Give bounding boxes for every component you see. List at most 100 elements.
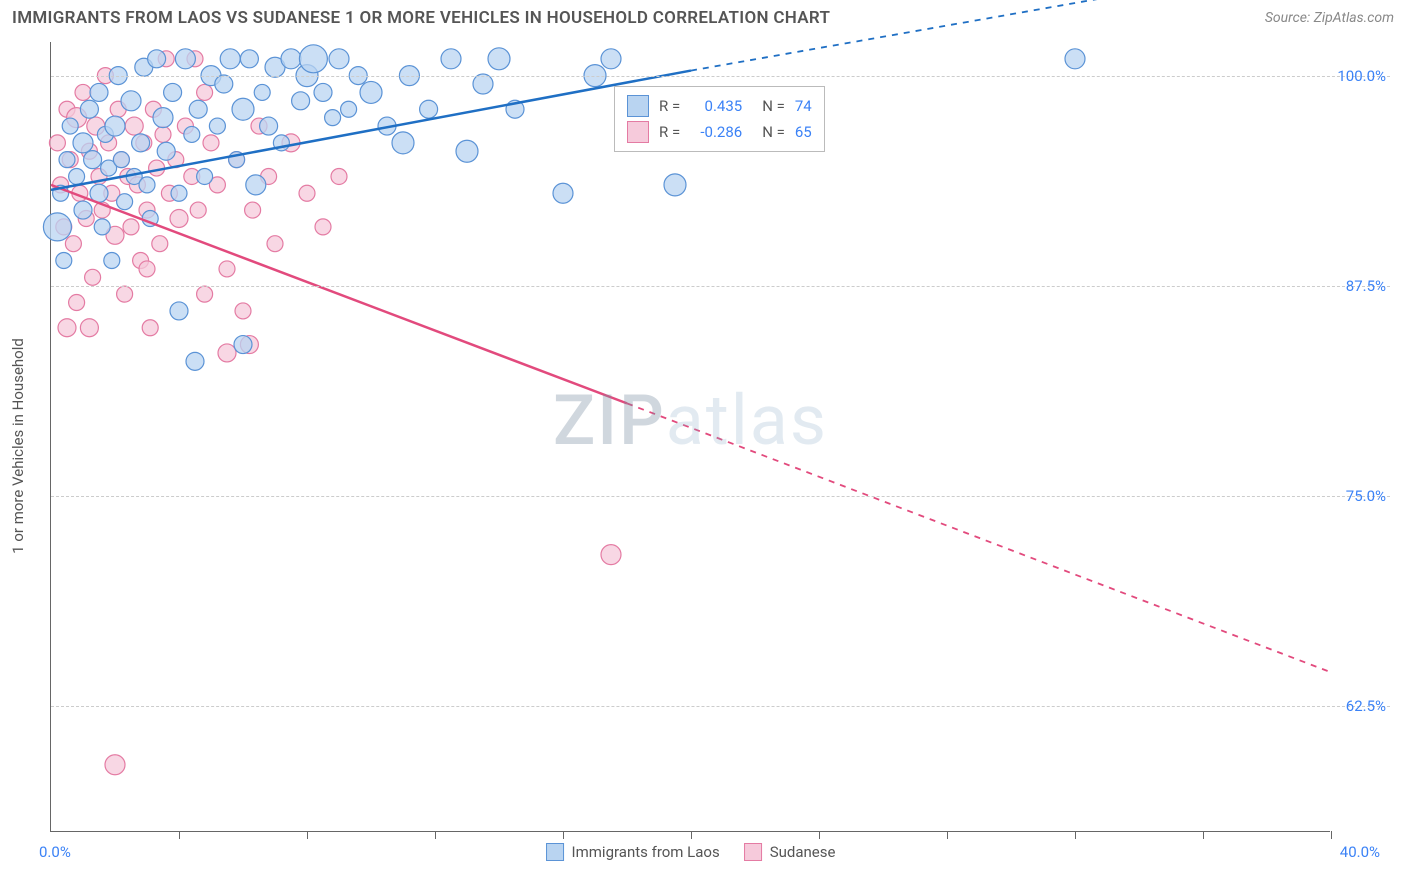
x-tick [1203,831,1204,839]
trend-line-extrapolated [627,403,1331,672]
data-point [190,202,206,218]
series-b-swatch [627,121,649,143]
data-point [553,183,573,203]
data-point [488,48,510,70]
data-point [56,253,72,269]
data-point [69,295,85,311]
x-axis-min-label: 0.0% [39,843,71,861]
data-point [260,117,278,135]
r-value-b: -0.286 [690,123,742,141]
data-point [315,219,331,235]
x-tick [947,831,948,839]
data-point [58,319,76,337]
series-a-swatch [627,95,649,117]
data-point [299,185,315,201]
data-point [121,91,141,111]
data-point [139,261,155,277]
plot-area: ZIPatlas R = 0.435 N = 74 R = -0.286 N =… [50,42,1330,832]
data-point [246,175,266,195]
data-point [117,194,133,210]
data-point [420,100,438,118]
x-tick [1075,831,1076,839]
x-tick [819,831,820,839]
data-point [164,83,182,101]
x-axis-max-label: 40.0% [1340,843,1380,861]
source-attribution: Source: ZipAtlas.com [1265,10,1394,26]
data-point [65,236,81,252]
r-label-b: R = [659,123,680,141]
data-point [281,49,301,69]
data-point [360,81,382,103]
grid-line [51,496,1390,497]
x-tick [307,831,308,839]
r-value-a: 0.435 [690,97,742,115]
n-value-a: 74 [795,97,812,115]
legend-item-b: Sudanese [744,843,836,861]
data-point [171,185,187,201]
y-tick-label: 87.5% [1334,277,1390,295]
data-point [123,219,139,235]
data-point [235,303,251,319]
series-b-name: Sudanese [770,843,836,861]
series-a-swatch-small [546,843,564,861]
plot-svg [51,42,1330,831]
data-point [473,74,493,94]
data-point [85,269,101,285]
data-point [153,108,173,128]
data-point [142,320,158,336]
data-point [456,140,478,162]
data-point [292,92,310,110]
y-tick-label: 62.5% [1334,697,1390,715]
x-tick [179,831,180,839]
data-point [254,84,270,100]
y-tick-label: 100.0% [1334,67,1390,85]
grid-line [51,76,1390,77]
chart-container: IMMIGRANTS FROM LAOS VS SUDANESE 1 OR MO… [0,0,1406,892]
series-legend: Immigrants from Laos Sudanese [546,843,836,861]
series-b-swatch-small [744,843,762,861]
data-point [94,219,110,235]
n-value-b: 65 [795,123,812,141]
data-point [218,344,236,362]
chart-title: IMMIGRANTS FROM LAOS VS SUDANESE 1 OR MO… [12,8,830,28]
data-point [203,135,219,151]
y-tick-label: 75.0% [1334,487,1390,505]
data-point [175,49,195,69]
data-point [80,319,98,337]
data-point [104,253,120,269]
data-point [113,152,129,168]
data-point [105,116,125,136]
data-point [84,151,102,169]
data-point [184,126,200,142]
x-tick [435,831,436,839]
data-point [43,213,71,241]
data-point [148,50,166,68]
data-point [90,83,108,101]
data-point [125,117,143,135]
data-point [1065,49,1085,69]
data-point [197,286,213,302]
data-point [186,352,204,370]
data-point [341,101,357,117]
grid-line [51,286,1390,287]
data-point [331,168,347,184]
x-tick [691,831,692,839]
data-point [105,755,125,775]
data-point [299,45,327,73]
data-point [234,336,252,354]
data-point [215,75,233,93]
data-point [139,177,155,193]
data-point [74,201,92,219]
data-point [220,49,240,69]
data-point [219,261,235,277]
data-point [232,98,254,120]
data-point [152,236,168,252]
data-point [189,100,207,118]
data-point [325,110,341,126]
correlation-row-b: R = -0.286 N = 65 [627,119,812,145]
data-point [49,135,65,151]
data-point [392,132,414,154]
data-point [601,49,621,69]
data-point [314,83,332,101]
correlation-row-a: R = 0.435 N = 74 [627,93,812,119]
